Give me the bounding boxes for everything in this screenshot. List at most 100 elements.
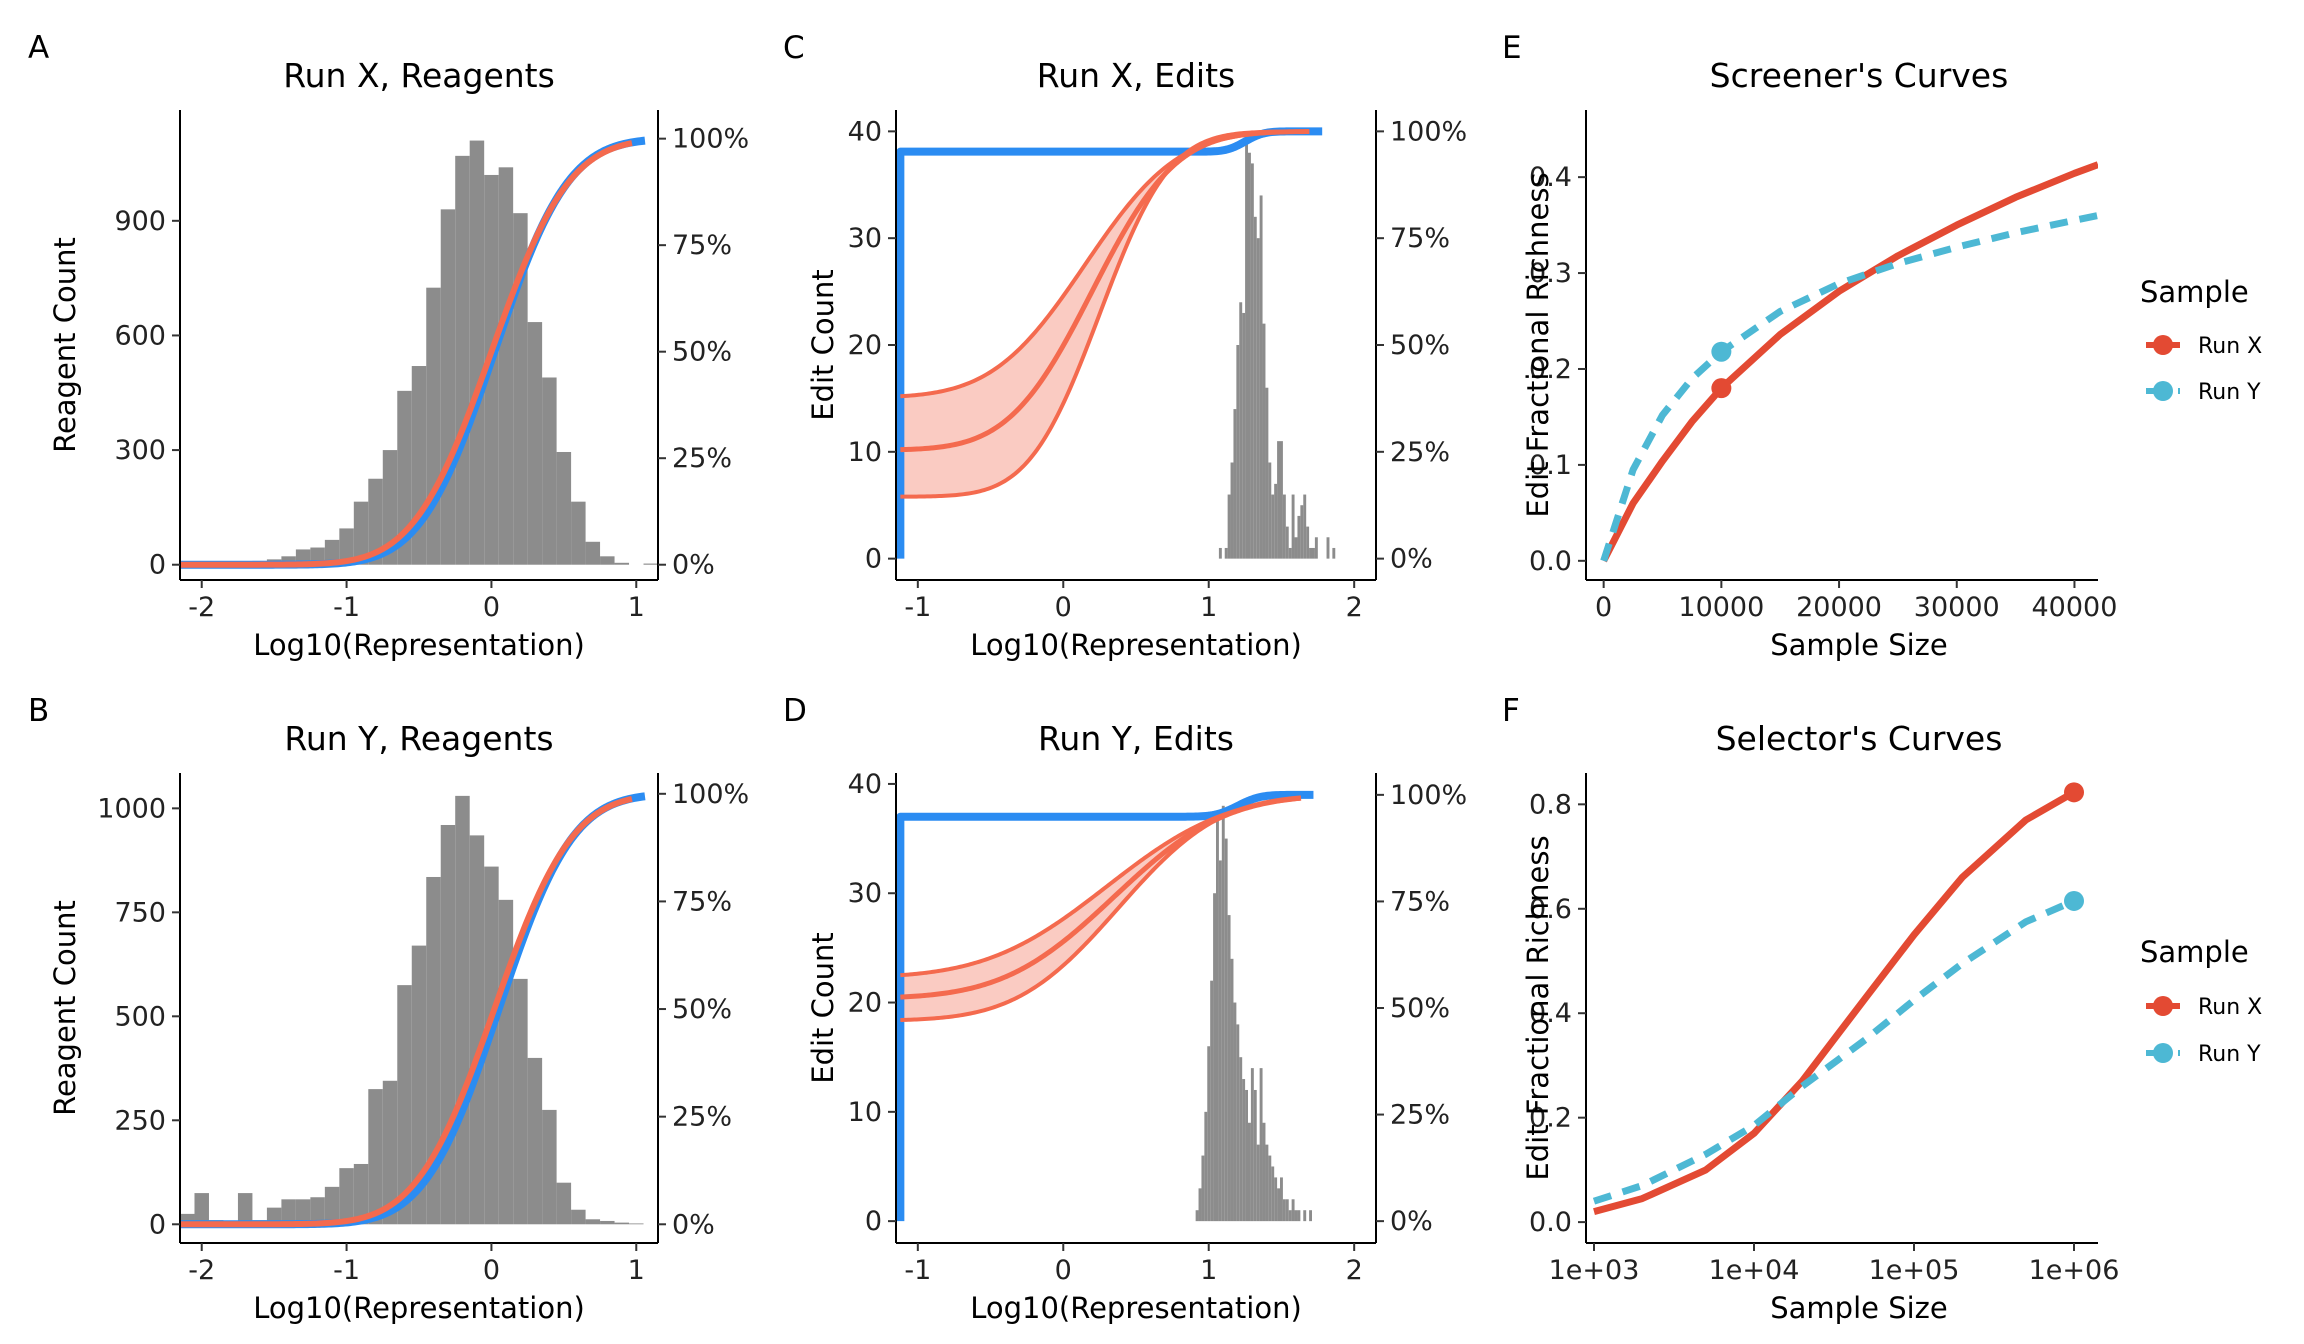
y-tick-label: 0.4 [1529, 998, 1572, 1029]
histogram-bar [281, 1199, 296, 1225]
y-tick-label: 40 [848, 769, 882, 800]
y-tick-label: 500 [114, 1001, 166, 1032]
legend: Sample Run X Run Y [2140, 275, 2262, 405]
panel-letter: F [1502, 693, 1520, 729]
histogram-bar [1248, 152, 1251, 559]
histogram-bar [1242, 1079, 1246, 1222]
histogram-bar [1195, 1210, 1199, 1222]
histogram-bar [542, 377, 557, 565]
histogram-bar [1282, 494, 1286, 559]
x-tick-label: 1 [628, 1255, 645, 1286]
y-axis-label: Edit Fractional Richness [1521, 835, 1555, 1180]
x-tick-label: -1 [333, 1255, 360, 1286]
histogram-bar [571, 1209, 586, 1225]
secondary-y-tick-label: 0% [672, 550, 715, 581]
histogram-bar [1218, 860, 1222, 1222]
panel-letter: C [783, 30, 805, 66]
histogram-bar [1207, 1046, 1211, 1222]
legend-label-run-x: Run X [2198, 995, 2262, 1020]
panel-a: A Run X, Reagents -2 -1 0 1 0 300 600 900 0% 25% 5… [28, 30, 749, 662]
histogram-bar [556, 1182, 572, 1225]
y-axis-label: Edit Fractional Richness [1521, 172, 1555, 517]
histogram-bar [542, 1109, 557, 1225]
x-tick-label: -1 [904, 1255, 931, 1286]
histogram-bar [411, 945, 427, 1225]
secondary-y-tick-label: 25% [672, 443, 732, 474]
histogram-bar [527, 1057, 543, 1225]
fit-confidence-band [900, 796, 1314, 1021]
histogram-bar [1271, 1166, 1275, 1222]
x-tick-label: -1 [333, 592, 360, 623]
histogram-bar [1303, 494, 1307, 559]
secondary-y-tick-label: 25% [1390, 437, 1450, 468]
histogram-bar [1245, 1089, 1248, 1222]
histogram-bar [1236, 345, 1240, 559]
histogram-bar [1282, 1199, 1286, 1222]
histogram-bar [1268, 462, 1272, 559]
x-tick-label: 0 [1055, 592, 1072, 623]
histogram-bar [1233, 409, 1237, 559]
histogram-bar [1280, 1177, 1283, 1222]
y-tick-label: 750 [114, 897, 166, 928]
secondary-y-tick-label: 50% [1390, 330, 1450, 361]
secondary-y-tick-label: 100% [672, 124, 749, 155]
histogram-bar [455, 795, 470, 1225]
series-point-run-y [1711, 341, 1732, 362]
series-line-run-x [1600, 161, 2098, 563]
histogram-bar [295, 1199, 311, 1225]
legend-key-run-y [2146, 381, 2180, 401]
cdf-line-red [180, 140, 633, 568]
y-tick-label: 30 [848, 878, 882, 909]
secondary-y-tick-label: 75% [1390, 223, 1450, 254]
secondary-y-tick-label: 100% [672, 779, 749, 810]
histogram-bar [1309, 1210, 1312, 1222]
histogram-bar [614, 1222, 630, 1225]
x-tick-label: 1e+06 [2029, 1255, 2120, 1286]
histogram-bar [440, 209, 456, 565]
series-point-run-x [1711, 378, 1732, 399]
histogram-bar [643, 563, 658, 565]
histogram-bar [324, 539, 340, 565]
secondary-y-tick-label: 0% [1390, 1206, 1433, 1237]
histogram-bar [513, 978, 528, 1225]
y-tick-label: 10 [848, 437, 882, 468]
histogram-bar [1288, 547, 1292, 559]
histogram-bar [1250, 1068, 1254, 1222]
histogram-bar [266, 1207, 282, 1225]
histogram-bar [498, 899, 514, 1225]
histogram-bar [281, 556, 296, 565]
series-point-run-x [2064, 782, 2084, 803]
axes: 1e+03 1e+04 1e+05 1e+06 0.0 0.2 0.4 0.6 0.8 [1529, 773, 2119, 1286]
x-tick-label: -2 [188, 1255, 215, 1286]
histogram-bar [1198, 1188, 1202, 1222]
histogram-bar [1309, 547, 1312, 559]
y-tick-label: 900 [114, 206, 166, 237]
x-tick-label: 1e+03 [1549, 1255, 1640, 1286]
histogram-bar [571, 501, 586, 565]
histogram-bar [484, 866, 499, 1225]
histogram-bar [1253, 1089, 1257, 1222]
histogram-bar [1294, 1210, 1298, 1222]
histogram-bar [1256, 1144, 1260, 1222]
histogram-bar [1221, 805, 1225, 1222]
histogram-bar [1265, 1144, 1269, 1222]
x-tick-label: 2 [1346, 592, 1363, 623]
y-axis-label: Reagent Count [48, 900, 82, 1116]
histogram-bar [368, 478, 383, 565]
histogram-bar [1303, 1210, 1307, 1222]
secondary-y-tick-label: 0% [672, 1209, 715, 1240]
y-tick-label: 0.4 [1529, 162, 1572, 193]
x-tick-label: 1 [628, 592, 645, 623]
x-tick-label: 0 [483, 1255, 500, 1286]
panel-title: Run Y, Edits [1038, 719, 1234, 758]
histogram-bar [324, 1186, 340, 1225]
histogram-bar [1213, 893, 1216, 1222]
histogram-bar [1291, 1199, 1295, 1222]
panel-d: D Run Y, Edits -1 0 1 20102030400%25%50%75%… [783, 693, 1467, 1325]
x-tick-label: 2 [1346, 1255, 1363, 1286]
y-tick-label: 1000 [97, 793, 166, 824]
legend: Sample Run X Run Y [2140, 935, 2262, 1067]
histogram-bar [1242, 312, 1246, 559]
